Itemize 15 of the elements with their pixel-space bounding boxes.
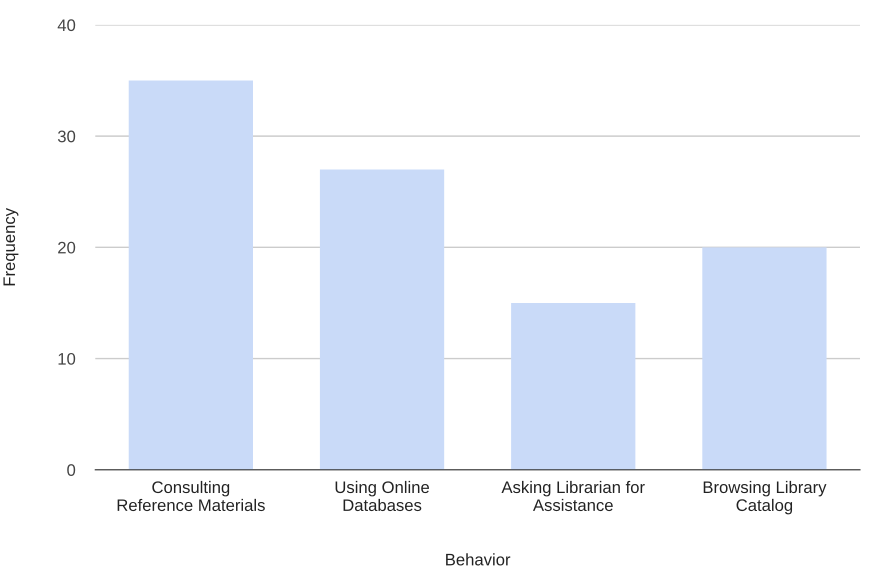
y-tick-label: 30 [58, 130, 76, 142]
y-tick-label: 20 [58, 242, 76, 254]
x-tick-label: Consulting Reference Materials [118, 480, 265, 512]
x-tick-label: Asking Librarian for Assistance [501, 480, 645, 512]
bar [128, 80, 253, 470]
x-tick-label: Browsing Library Catalog [704, 480, 826, 514]
y-axis-title: Frequency [3, 208, 18, 286]
bar [702, 247, 827, 470]
x-axis-title: Behavior [446, 553, 510, 566]
y-tick-label: 40 [58, 19, 76, 32]
bar [511, 302, 636, 470]
y-tick-label: 0 [67, 464, 76, 476]
x-tick-label: Using Online Databases [336, 480, 430, 512]
y-tick-label: 10 [58, 352, 76, 365]
bar [320, 169, 444, 470]
